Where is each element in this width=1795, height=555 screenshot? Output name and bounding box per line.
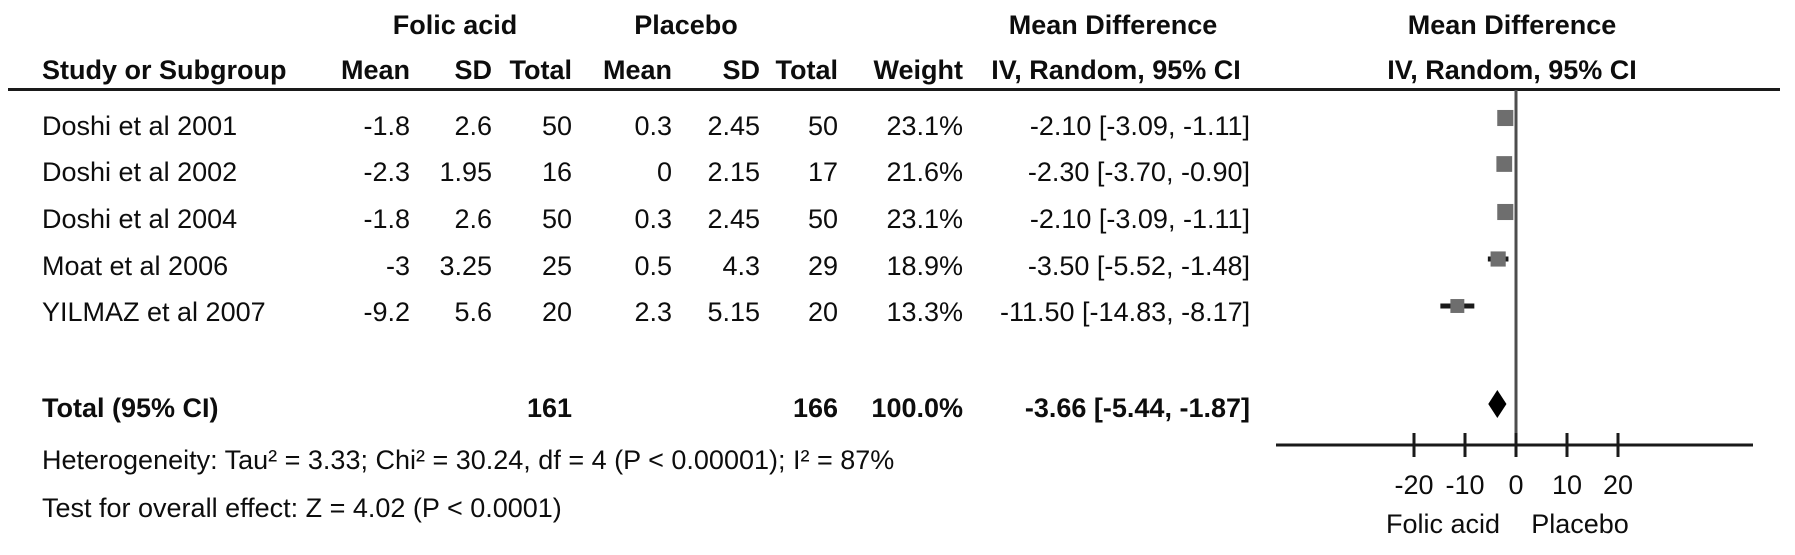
overall-effect-row: Test for overall effect: Z = 4.02 (P < 0… [0, 492, 1795, 524]
cell-p-sd: 4.3 [722, 251, 760, 281]
x-axis-tick-label: -10 [1445, 470, 1484, 500]
cell-p-mean: 0.3 [634, 111, 672, 141]
cell-fa-mean: -1.8 [363, 111, 410, 141]
overall-effect-text: Test for overall effect: Z = 4.02 (P < 0… [42, 493, 562, 523]
cell-fa-total: 25 [541, 251, 572, 281]
cell-study: Moat et al 2006 [42, 251, 229, 281]
cell-p-sd: 2.15 [707, 157, 760, 187]
cell-p-mean: 0 [656, 157, 672, 187]
x-axis-tick-label: -20 [1394, 470, 1433, 500]
col-header-fa-mean: Mean [340, 55, 410, 85]
cell-fa-sd: 3.25 [439, 251, 492, 281]
total-fa-total: 161 [526, 393, 572, 423]
cell-p-mean: 0.5 [634, 251, 672, 281]
cell-fa-sd: 5.6 [454, 297, 492, 327]
group-header-mean-diff-text: Mean Difference [1008, 10, 1218, 40]
cell-ci: -11.50 [-14.83, -8.17] [1000, 297, 1251, 327]
cell-study: Doshi et al 2001 [42, 111, 238, 141]
cell-p-mean: 0.3 [634, 204, 672, 234]
cell-fa-mean: -9.2 [363, 297, 410, 327]
cell-ci: -2.10 [-3.09, -1.11] [1029, 204, 1250, 234]
cell-p-sd: 5.15 [707, 297, 760, 327]
cell-fa-mean: -2.3 [363, 157, 410, 187]
cell-fa-mean: -3 [385, 251, 410, 281]
cell-fa-sd: 1.95 [439, 157, 492, 187]
cell-fa-total: 20 [541, 297, 572, 327]
total-label: Total (95% CI) [42, 393, 219, 423]
cell-weight: 18.9% [886, 251, 963, 281]
total-row: Total (95% CI) 161 166 100.0% -3.66 [-5.… [0, 392, 1795, 424]
effect-square [1496, 156, 1513, 172]
heterogeneity-text: Heterogeneity: Tau² = 3.33; Chi² = 30.24… [42, 445, 895, 475]
cell-p-total: 50 [807, 204, 838, 234]
cell-study: Doshi et al 2004 [42, 204, 238, 234]
cell-p-total: 50 [807, 111, 838, 141]
cell-p-total: 17 [807, 157, 838, 187]
cell-fa-total: 50 [541, 204, 572, 234]
x-axis-tick-label: 0 [1508, 470, 1523, 500]
col-header-fa-sd: SD [454, 55, 492, 85]
group-header-placebo: Placebo [634, 10, 738, 40]
effect-square [1497, 109, 1514, 127]
col-header-ci-plot: IV, Random, 95% CI [1387, 55, 1637, 85]
axis-label-favours-right: Placebo [1531, 509, 1629, 539]
table-row: Doshi et al 2001 -1.8 2.6 50 0.3 2.45 50… [0, 110, 1795, 142]
group-header-mean-diff-plot: Mean Difference [1407, 10, 1617, 40]
cell-p-sd: 2.45 [707, 204, 760, 234]
col-header-p-sd: SD [722, 55, 760, 85]
cell-fa-sd: 2.6 [454, 111, 492, 141]
col-header-weight: Weight [873, 55, 964, 85]
heterogeneity-row: Heterogeneity: Tau² = 3.33; Chi² = 30.24… [0, 444, 1795, 476]
col-header-fa-total: Total [509, 55, 573, 85]
cell-fa-total: 50 [541, 111, 572, 141]
cell-fa-total: 16 [541, 157, 572, 187]
cell-p-total: 20 [807, 297, 838, 327]
x-axis-tick-label: 10 [1552, 470, 1582, 500]
x-axis-tick-label: 20 [1603, 470, 1633, 500]
cell-p-total: 29 [807, 251, 838, 281]
effect-square [1450, 299, 1465, 313]
axis-label-favours-left: Folic acid [1386, 509, 1500, 539]
cell-p-sd: 2.45 [707, 111, 760, 141]
table-row: Moat et al 2006 -3 3.25 25 0.5 4.3 29 18… [0, 250, 1795, 282]
group-header-folic-acid: Folic acid [392, 10, 518, 40]
total-weight: 100.0% [871, 393, 963, 423]
cell-weight: 23.1% [886, 204, 963, 234]
group-header-row: Folic acid Placebo Mean Difference Mean … [0, 9, 1795, 41]
table-row: Doshi et al 2002 -2.3 1.95 16 0 2.15 17 … [0, 156, 1795, 188]
cell-weight: 21.6% [886, 157, 963, 187]
col-header-study: Study or Subgroup [42, 55, 287, 85]
pooled-diamond [1488, 390, 1507, 418]
cell-fa-sd: 2.6 [454, 204, 492, 234]
cell-ci: -3.50 [-5.52, -1.48] [1027, 251, 1250, 281]
col-header-p-mean: Mean [602, 55, 672, 85]
table-row: Doshi et al 2004 -1.8 2.6 50 0.3 2.45 50… [0, 203, 1795, 235]
cell-weight: 13.3% [886, 297, 963, 327]
header-rule [8, 88, 1780, 91]
cell-study: Doshi et al 2002 [42, 157, 238, 187]
cell-ci: -2.30 [-3.70, -0.90] [1027, 157, 1250, 187]
effect-square [1490, 251, 1506, 267]
cell-p-mean: 2.3 [634, 297, 672, 327]
effect-square [1497, 203, 1514, 221]
column-header-row: Study or Subgroup Mean SD Total Mean SD … [0, 54, 1795, 86]
cell-weight: 23.1% [886, 111, 963, 141]
table-row: YILMAZ et al 2007 -9.2 5.6 20 2.3 5.15 2… [0, 296, 1795, 328]
col-header-ci-text: IV, Random, 95% CI [991, 55, 1241, 85]
total-p-total: 166 [792, 393, 838, 423]
total-ci: -3.66 [-5.44, -1.87] [1024, 393, 1250, 423]
cell-ci: -2.10 [-3.09, -1.11] [1029, 111, 1250, 141]
cell-study: YILMAZ et al 2007 [42, 297, 266, 327]
cell-fa-mean: -1.8 [363, 204, 410, 234]
col-header-p-total: Total [775, 55, 839, 85]
